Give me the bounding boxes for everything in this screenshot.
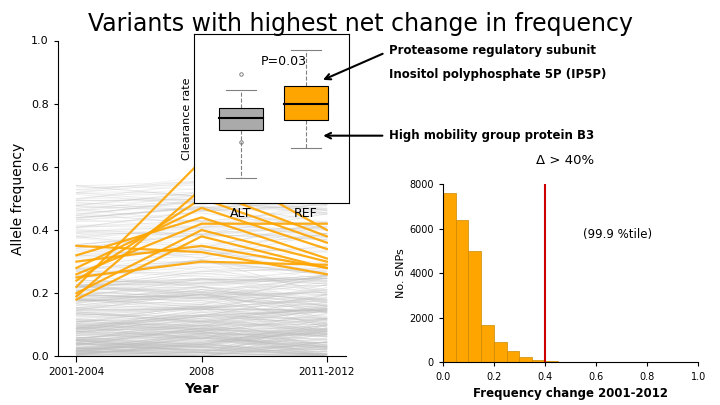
Y-axis label: Clearance rate: Clearance rate	[181, 77, 192, 160]
Bar	[219, 109, 263, 130]
Bar	[284, 86, 328, 120]
Text: High mobility group protein B3: High mobility group protein B3	[389, 129, 594, 142]
X-axis label: Frequency change 2001-2012: Frequency change 2001-2012	[473, 387, 668, 400]
X-axis label: Year: Year	[184, 382, 219, 396]
Text: Δ > 40%: Δ > 40%	[536, 154, 594, 167]
Bar	[456, 220, 468, 362]
Bar	[494, 343, 507, 362]
Y-axis label: Allele frequency: Allele frequency	[12, 142, 25, 255]
Text: Inositol polyphosphate 5P (IP5P): Inositol polyphosphate 5P (IP5P)	[389, 68, 606, 81]
Text: Proteasome regulatory subunit: Proteasome regulatory subunit	[389, 44, 596, 57]
Text: Variants with highest net change in frequency: Variants with highest net change in freq…	[88, 12, 632, 36]
Bar	[545, 361, 558, 362]
Text: P=0.03: P=0.03	[261, 55, 307, 68]
Text: (99.9 %tile): (99.9 %tile)	[583, 228, 652, 241]
Bar	[443, 193, 456, 362]
Bar	[532, 360, 545, 362]
Bar	[507, 351, 520, 362]
Bar	[481, 325, 494, 362]
Bar	[469, 251, 481, 362]
Bar	[520, 357, 532, 362]
Y-axis label: No. SNPs: No. SNPs	[397, 249, 406, 298]
